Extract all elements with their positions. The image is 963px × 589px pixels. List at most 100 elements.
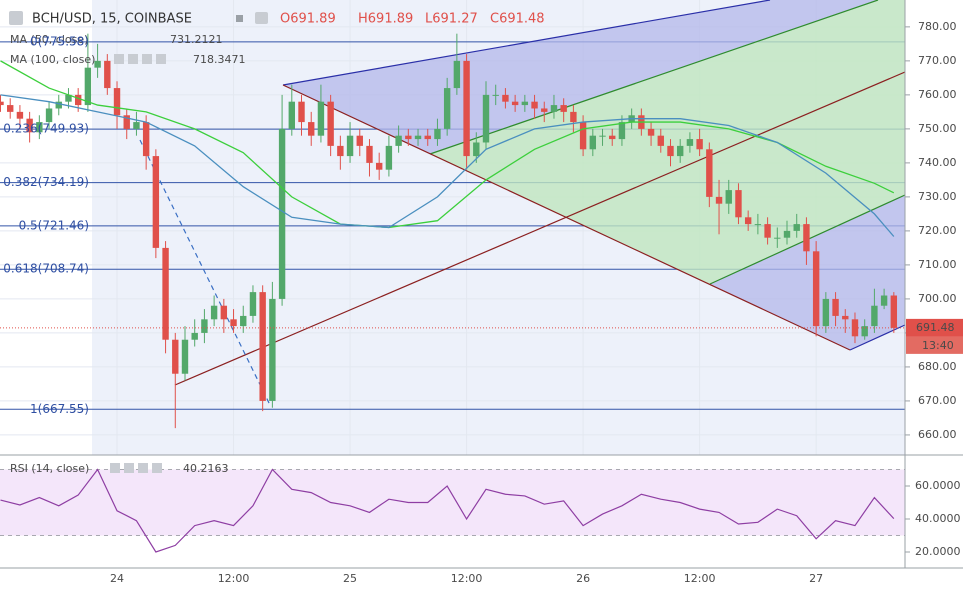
candle-body xyxy=(366,145,373,163)
candle-body xyxy=(45,108,53,123)
candle-body xyxy=(764,224,771,238)
y-tick-label: 780.00 xyxy=(918,20,957,33)
x-tick-label: 24 xyxy=(110,572,124,585)
candle-body xyxy=(647,128,655,136)
candle-body xyxy=(502,94,509,102)
candle-body xyxy=(686,139,694,146)
candle-body xyxy=(55,101,62,109)
candle-body xyxy=(434,128,441,140)
candle-body xyxy=(492,94,499,96)
last-price-label: 691.48 xyxy=(916,321,955,334)
close-label: C691.48 xyxy=(490,12,545,27)
candle-body xyxy=(783,230,791,238)
settings-icon[interactable] xyxy=(110,463,120,473)
candle-body xyxy=(424,135,431,140)
candle-body xyxy=(579,122,587,150)
candle-body xyxy=(395,135,402,146)
candle-body xyxy=(744,217,752,225)
fork-line xyxy=(429,0,879,155)
candle-body xyxy=(706,149,713,197)
y-tick-label: 60.0000 xyxy=(915,479,961,492)
settings-icon[interactable] xyxy=(124,463,134,473)
settings-icon[interactable] xyxy=(114,54,124,64)
dropdown-icon[interactable] xyxy=(236,15,243,22)
candle-body xyxy=(453,60,461,89)
legend-name: MA (50, close) xyxy=(10,33,88,46)
candle-body xyxy=(230,319,237,327)
settings-icon[interactable] xyxy=(142,54,152,64)
fork-zone xyxy=(430,0,905,284)
fork-line xyxy=(282,0,771,86)
candle-body xyxy=(570,111,577,123)
high-label: H691.89 xyxy=(358,12,413,27)
candle-body xyxy=(0,101,4,106)
x-tick-label: 12:00 xyxy=(451,572,483,585)
settings-icon[interactable] xyxy=(138,463,148,473)
fork-median xyxy=(174,71,905,386)
fib-label: 0.5(721.46) xyxy=(19,218,89,232)
candle-body xyxy=(298,101,305,123)
settings-icon[interactable] xyxy=(152,463,162,473)
fork-zone xyxy=(283,0,878,154)
y-tick-label: 660.00 xyxy=(918,428,957,441)
low-label: L691.27 xyxy=(425,12,478,27)
candle-body xyxy=(696,139,703,150)
candle-body xyxy=(346,135,354,157)
chart-title: BCH/USD, 15, COINBASE xyxy=(32,12,192,27)
candle-body xyxy=(152,156,160,248)
candle-body xyxy=(725,190,732,204)
fib-label: 0.618(708.74) xyxy=(3,262,89,276)
y-tick-label: 670.00 xyxy=(918,394,957,407)
y-tick-label: 40.0000 xyxy=(915,512,961,525)
countdown-label: 13:40 xyxy=(922,339,954,352)
fib-label: 0.236(749.93) xyxy=(3,122,89,136)
candle-body xyxy=(531,101,538,109)
candle-body xyxy=(259,292,266,401)
x-tick-label: 12:00 xyxy=(218,572,250,585)
fork-line xyxy=(849,324,905,351)
candle-body xyxy=(832,298,839,316)
candle-body xyxy=(385,145,393,170)
candle-body xyxy=(16,111,24,119)
y-tick-label: 730.00 xyxy=(918,190,957,203)
candle-body xyxy=(871,305,878,327)
candle-body xyxy=(26,118,33,133)
candle-body xyxy=(560,105,567,112)
y-tick-label: 760.00 xyxy=(918,88,957,101)
legend-value: 731.2121 xyxy=(170,33,223,46)
candle-body xyxy=(375,162,383,170)
candle-body xyxy=(793,224,800,231)
price-plot xyxy=(0,33,905,429)
candle-body xyxy=(414,135,422,140)
candle-body xyxy=(803,224,810,252)
settings-icon[interactable] xyxy=(128,54,138,64)
candle-body xyxy=(715,196,723,204)
y-tick-label: 20.0000 xyxy=(915,545,961,558)
candle-body xyxy=(36,122,43,133)
candle-body xyxy=(842,315,849,320)
x-tick-label: 27 xyxy=(809,572,823,585)
y-tick-label: 740.00 xyxy=(918,156,957,169)
eye-icon[interactable] xyxy=(255,12,268,24)
x-tick-label: 12:00 xyxy=(684,572,716,585)
settings-icon[interactable] xyxy=(156,54,166,64)
candle-body xyxy=(337,145,344,157)
candle-body xyxy=(812,251,820,327)
y-tick-label: 750.00 xyxy=(918,122,957,135)
candle-body xyxy=(288,101,295,129)
countdown-tag xyxy=(906,336,963,354)
rsi-plot xyxy=(0,468,905,553)
candle-body xyxy=(677,145,684,157)
candle-body xyxy=(880,295,888,306)
candle-body xyxy=(74,94,82,106)
candle-body xyxy=(754,224,762,226)
candle-body xyxy=(356,135,363,146)
candle-body xyxy=(473,142,480,157)
candle-body xyxy=(482,94,490,143)
candle-body xyxy=(308,122,315,136)
candle-body xyxy=(84,67,92,106)
symbol-icon[interactable] xyxy=(9,11,23,25)
rsi-legend-value: 40.2163 xyxy=(183,462,229,475)
candle-body xyxy=(278,128,286,299)
